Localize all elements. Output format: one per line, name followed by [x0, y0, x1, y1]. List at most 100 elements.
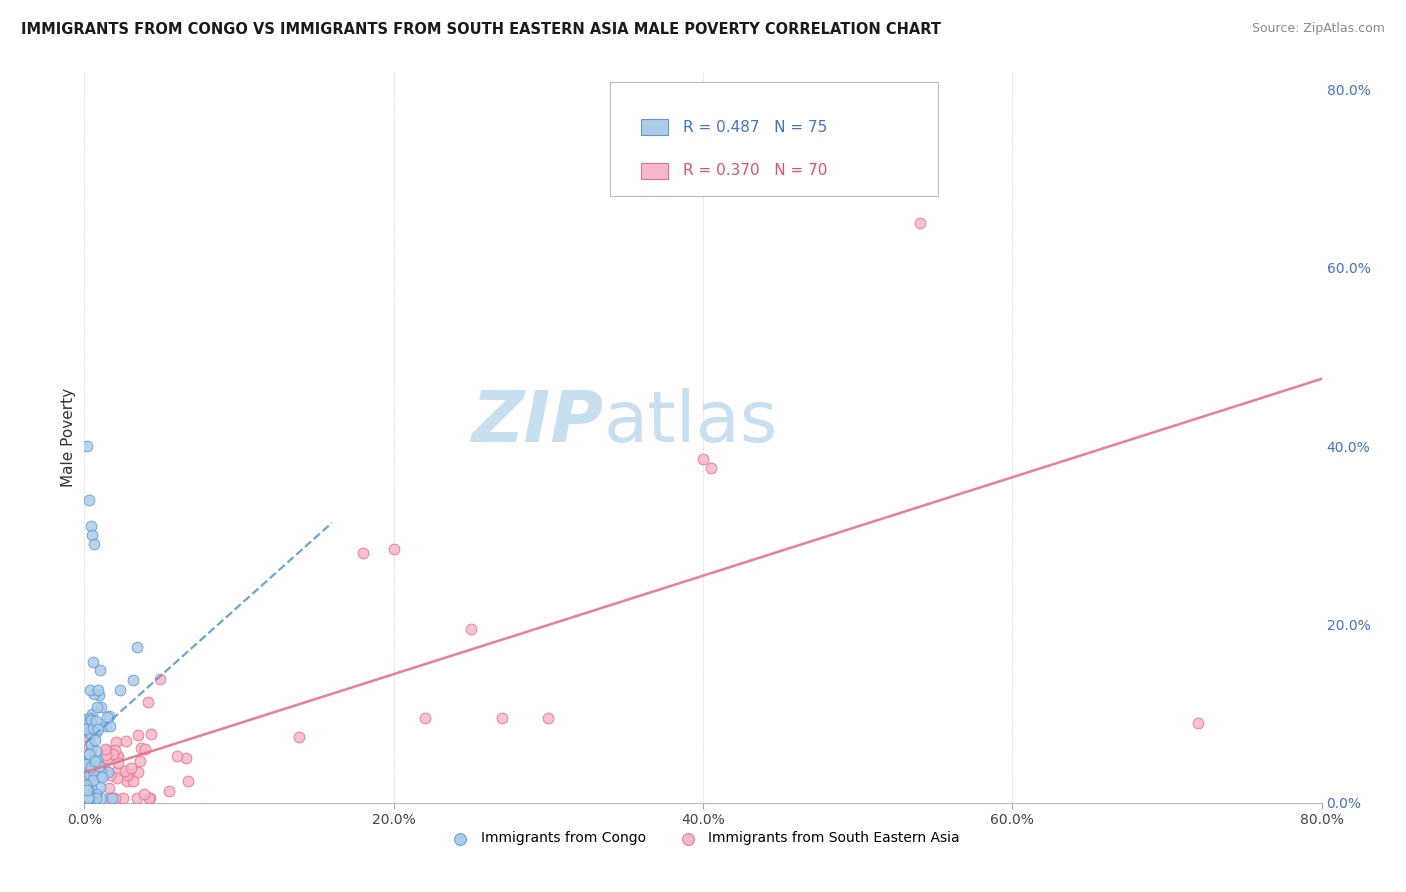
Point: [76, 754, 98, 768]
Point: [77, 725, 100, 739]
Point: [89, 780, 111, 795]
Text: atlas: atlas: [605, 388, 779, 457]
Point: [96, 751, 118, 765]
Point: [122, 673, 145, 687]
Point: [91, 766, 114, 780]
Point: [138, 791, 160, 805]
Point: [80, 713, 103, 727]
Point: [82, 791, 104, 805]
Point: [75, 722, 97, 736]
Point: [127, 765, 149, 780]
Point: [77, 747, 100, 762]
Point: [76, 791, 98, 805]
Point: [82, 791, 104, 805]
Point: [84, 791, 107, 805]
Point: [98, 719, 121, 733]
Point: [87, 723, 110, 737]
Point: [82, 773, 104, 788]
Point: [382, 541, 405, 556]
Point: [115, 733, 138, 747]
Point: [101, 747, 124, 761]
Point: [82, 769, 104, 783]
Point: [80, 764, 103, 779]
Point: [120, 761, 142, 775]
Point: [139, 727, 162, 741]
Point: [76, 439, 98, 453]
Point: [79, 767, 101, 781]
Point: [82, 721, 104, 735]
Point: [107, 756, 129, 770]
Point: [79, 791, 101, 805]
Legend: Immigrants from Congo, Immigrants from South Eastern Asia: Immigrants from Congo, Immigrants from S…: [440, 826, 966, 851]
Point: [84, 725, 107, 739]
Point: [77, 767, 100, 781]
Point: [122, 773, 145, 788]
Point: [87, 688, 110, 702]
Point: [75, 767, 97, 781]
Text: ZIP: ZIP: [472, 388, 605, 457]
Point: [76, 764, 98, 779]
Point: [76, 791, 98, 805]
Point: [91, 770, 114, 784]
Point: [82, 706, 104, 721]
Point: [89, 764, 111, 778]
Point: [83, 537, 105, 551]
Point: [692, 452, 714, 467]
Point: [136, 694, 159, 708]
Point: [115, 767, 138, 781]
Point: [134, 787, 156, 801]
Point: [491, 711, 513, 725]
Point: [97, 765, 120, 780]
Point: [80, 727, 103, 741]
Point: [79, 711, 101, 725]
Point: [537, 711, 560, 725]
Point: [107, 748, 129, 763]
Point: [77, 791, 100, 805]
Text: R = 0.370   N = 70: R = 0.370 N = 70: [683, 163, 828, 178]
Point: [82, 764, 104, 778]
Point: [134, 742, 156, 756]
Point: [93, 761, 115, 775]
Text: IMMIGRANTS FROM CONGO VS IMMIGRANTS FROM SOUTH EASTERN ASIA MALE POVERTY CORRELA: IMMIGRANTS FROM CONGO VS IMMIGRANTS FROM…: [21, 22, 941, 37]
Point: [129, 754, 152, 768]
Point: [83, 718, 105, 732]
Point: [77, 723, 100, 737]
Point: [77, 747, 100, 761]
Point: [94, 742, 117, 756]
Point: [90, 791, 112, 805]
Point: [97, 780, 120, 795]
Point: [75, 790, 97, 805]
Point: [125, 640, 148, 655]
Point: [82, 655, 104, 669]
Point: [700, 461, 723, 475]
Point: [80, 760, 103, 774]
Point: [83, 687, 105, 701]
Point: [105, 735, 128, 749]
Text: Source: ZipAtlas.com: Source: ZipAtlas.com: [1251, 22, 1385, 36]
Point: [75, 770, 97, 784]
Point: [84, 754, 107, 768]
Point: [75, 763, 97, 777]
Point: [83, 754, 105, 768]
Point: [104, 743, 127, 757]
Point: [105, 764, 128, 778]
Point: [80, 791, 103, 805]
Point: [120, 767, 142, 781]
Point: [114, 764, 136, 778]
Point: [89, 699, 111, 714]
Point: [352, 546, 374, 560]
Point: [129, 741, 152, 756]
Point: [98, 791, 121, 805]
Point: [76, 783, 98, 797]
Point: [80, 737, 103, 751]
Point: [96, 743, 118, 757]
Point: [89, 768, 111, 782]
Y-axis label: Male Poverty: Male Poverty: [60, 387, 76, 487]
Point: [1187, 715, 1209, 730]
Point: [98, 709, 121, 723]
Point: [82, 528, 104, 542]
Point: [79, 791, 101, 805]
Point: [94, 748, 117, 763]
Point: [413, 711, 436, 725]
Point: [87, 769, 110, 783]
